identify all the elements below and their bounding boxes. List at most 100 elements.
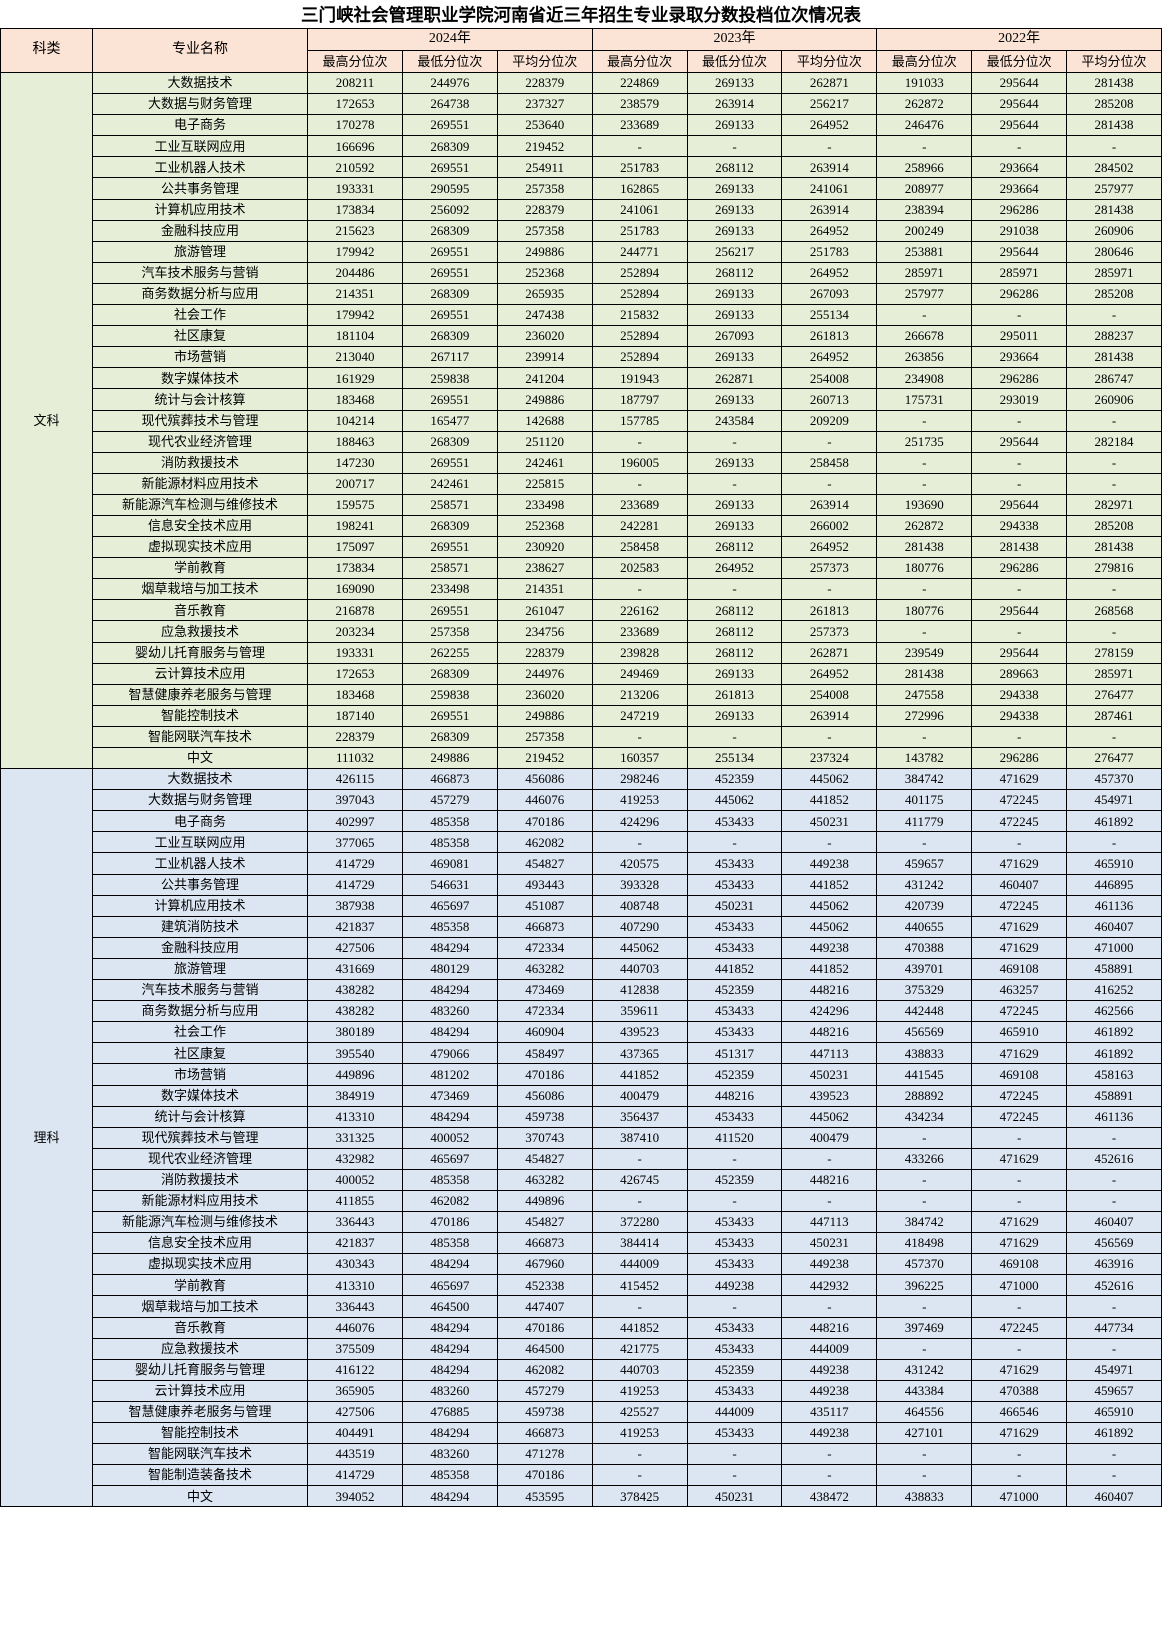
rank-value-cell: 420575 [591,852,688,875]
table-body: 文科 大数据技术 208211 244976 228379 224869 269133 262… [0,71,1162,1508]
rank-value-cell: 484294 [401,1337,498,1360]
rank-value-cell: 244976 [401,71,498,95]
rank-value-cell: 269133 [686,304,783,327]
rank-value-cell: 226162 [591,599,688,622]
rank-value-cell: 175731 [876,388,973,411]
rank-value-cell: 210592 [307,156,403,179]
rank-value-cell: 175097 [307,536,403,559]
rank-value-cell: 480129 [401,957,498,981]
rank-value-cell: 253881 [876,240,973,263]
rank-value-cell: 452616 [1066,1274,1162,1297]
rank-value-cell: 181104 [307,325,403,348]
rank-value-cell: 234756 [496,620,593,643]
rank-value-cell: 472245 [971,1000,1068,1023]
rank-value-cell: 450231 [686,1485,783,1508]
rank-value-cell: 445062 [781,915,878,938]
rank-value-cell: 384919 [307,1084,403,1107]
table-row: 虚拟现实技术应用 175097 269551 230920 258458 268112 26… [1,536,1162,559]
rank-value-cell: 260906 [1066,388,1162,411]
rank-value-cell: 161929 [307,367,403,390]
table-row: 消防救援技术 147230 269551 242461 196005 269133 2584… [1,451,1162,474]
rank-value-cell: 375509 [307,1337,403,1360]
rank-value-cell: 266002 [781,514,878,538]
rank-value-cell: 483260 [401,1000,498,1023]
rank-value-cell: 200717 [307,472,403,495]
rank-value-cell: 264738 [401,93,498,116]
rank-value-cell: - [591,1464,688,1487]
rank-value-cell: 244771 [591,240,688,263]
major-name-cell: 社区康复 [91,1042,309,1065]
rank-value-cell: 471629 [971,1042,1068,1065]
table-row: 数字媒体技术 384919 473469 456086 400479 448216 4395… [1,1084,1162,1107]
rank-value-cell: - [876,1189,973,1213]
rank-value-cell: 426745 [591,1168,688,1191]
rank-value-cell: 295644 [971,114,1068,137]
rank-value-cell: 447734 [1066,1316,1162,1339]
rank-value-cell: 466873 [496,1421,593,1445]
rank-value-cell: 424296 [781,1000,878,1023]
major-name-cell: 电子商务 [91,114,309,137]
rank-value-cell: 263914 [781,493,878,516]
rank-value-cell: 450231 [781,1063,878,1086]
rank-value-cell: 294338 [971,514,1068,538]
rank-value-cell: - [686,578,783,601]
table-row: 市场营销 449896 481202 470186 441852 452359 450231… [1,1063,1162,1086]
rank-value-cell: - [591,1443,688,1466]
rank-value-cell: 234908 [876,367,973,390]
rank-value-cell: - [876,620,973,643]
rank-value-cell: - [971,472,1068,495]
rank-value-cell: - [1066,472,1162,495]
table-row: 电子商务 170278 269551 253640 233689 269133 264952… [1,114,1162,137]
rank-value-cell: 384414 [591,1232,688,1255]
table-row: 学前教育 173834 258571 238627 202583 264952 257373… [1,557,1162,580]
rank-value-cell: 466873 [401,768,498,791]
header-year-2024: 2024年 [307,28,593,51]
rank-value-cell: 439523 [781,1084,878,1107]
table-row: 虚拟现实技术应用 430343 484294 467960 444009 453433 44… [1,1253,1162,1276]
rank-value-cell: 469081 [401,852,498,875]
rank-value-cell: 266678 [876,325,973,348]
rank-value-cell: 172653 [307,662,403,685]
table-row: 音乐教育 446076 484294 470186 441852 453433 448216… [1,1316,1162,1339]
rank-value-cell: 262872 [876,514,973,538]
rank-value-cell: - [971,1295,1068,1318]
rank-value-cell: 187140 [307,704,403,727]
table-row: 智慧健康养老服务与管理 427506 476885 459738 425527 44400… [1,1400,1162,1424]
rank-value-cell: 397469 [876,1316,973,1339]
rank-value-cell: 484294 [401,1421,498,1445]
header-category: 科类 [0,28,93,73]
major-name-cell: 电子商务 [91,810,309,833]
rank-value-cell: 264952 [781,261,878,284]
rank-value-cell: 336443 [307,1295,403,1318]
major-name-cell: 新能源材料应用技术 [91,1189,309,1213]
rank-value-cell: 282971 [1066,493,1162,516]
header-row-years: 科类 专业名称 2024年 2023年 2022年 [0,28,1162,73]
rank-value-cell: 473469 [496,979,593,1002]
table-row: 大数据与财务管理 397043 457279 446076 419253 445062 44… [1,789,1162,812]
rank-value-cell: 264952 [781,536,878,559]
rank-value-cell: - [686,472,783,495]
rank-value-cell: 264952 [781,662,878,685]
rank-value-cell: 463282 [496,957,593,981]
table-row: 公共事务管理 414729 546631 493443 393328 453433 4418… [1,873,1162,896]
rank-value-cell: 446076 [496,789,593,812]
rank-value-cell: 471629 [971,936,1068,959]
rank-value-cell: 269133 [686,114,783,137]
category-cell: 文科 [0,71,93,770]
rank-value-cell: 479066 [401,1042,498,1065]
rank-value-cell: 289663 [971,662,1068,685]
rank-value-cell: 241204 [496,367,593,390]
rank-value-cell: 233689 [591,114,688,137]
rank-value-cell: - [686,1295,783,1318]
rank-value-cell: 257358 [401,620,498,643]
rank-value-cell: 485358 [401,1232,498,1255]
major-name-cell: 现代农业经济管理 [91,430,309,453]
rank-value-cell: 295644 [971,71,1068,95]
rank-value-cell: 481202 [401,1063,498,1086]
rank-value-cell: 452359 [686,1358,783,1381]
rank-value-cell: 461136 [1066,1105,1162,1128]
rank-value-cell: - [876,135,973,158]
rank-value-cell: 449896 [496,1189,593,1213]
rank-value-cell: 251783 [781,240,878,263]
rank-value-cell: 269551 [401,536,498,559]
